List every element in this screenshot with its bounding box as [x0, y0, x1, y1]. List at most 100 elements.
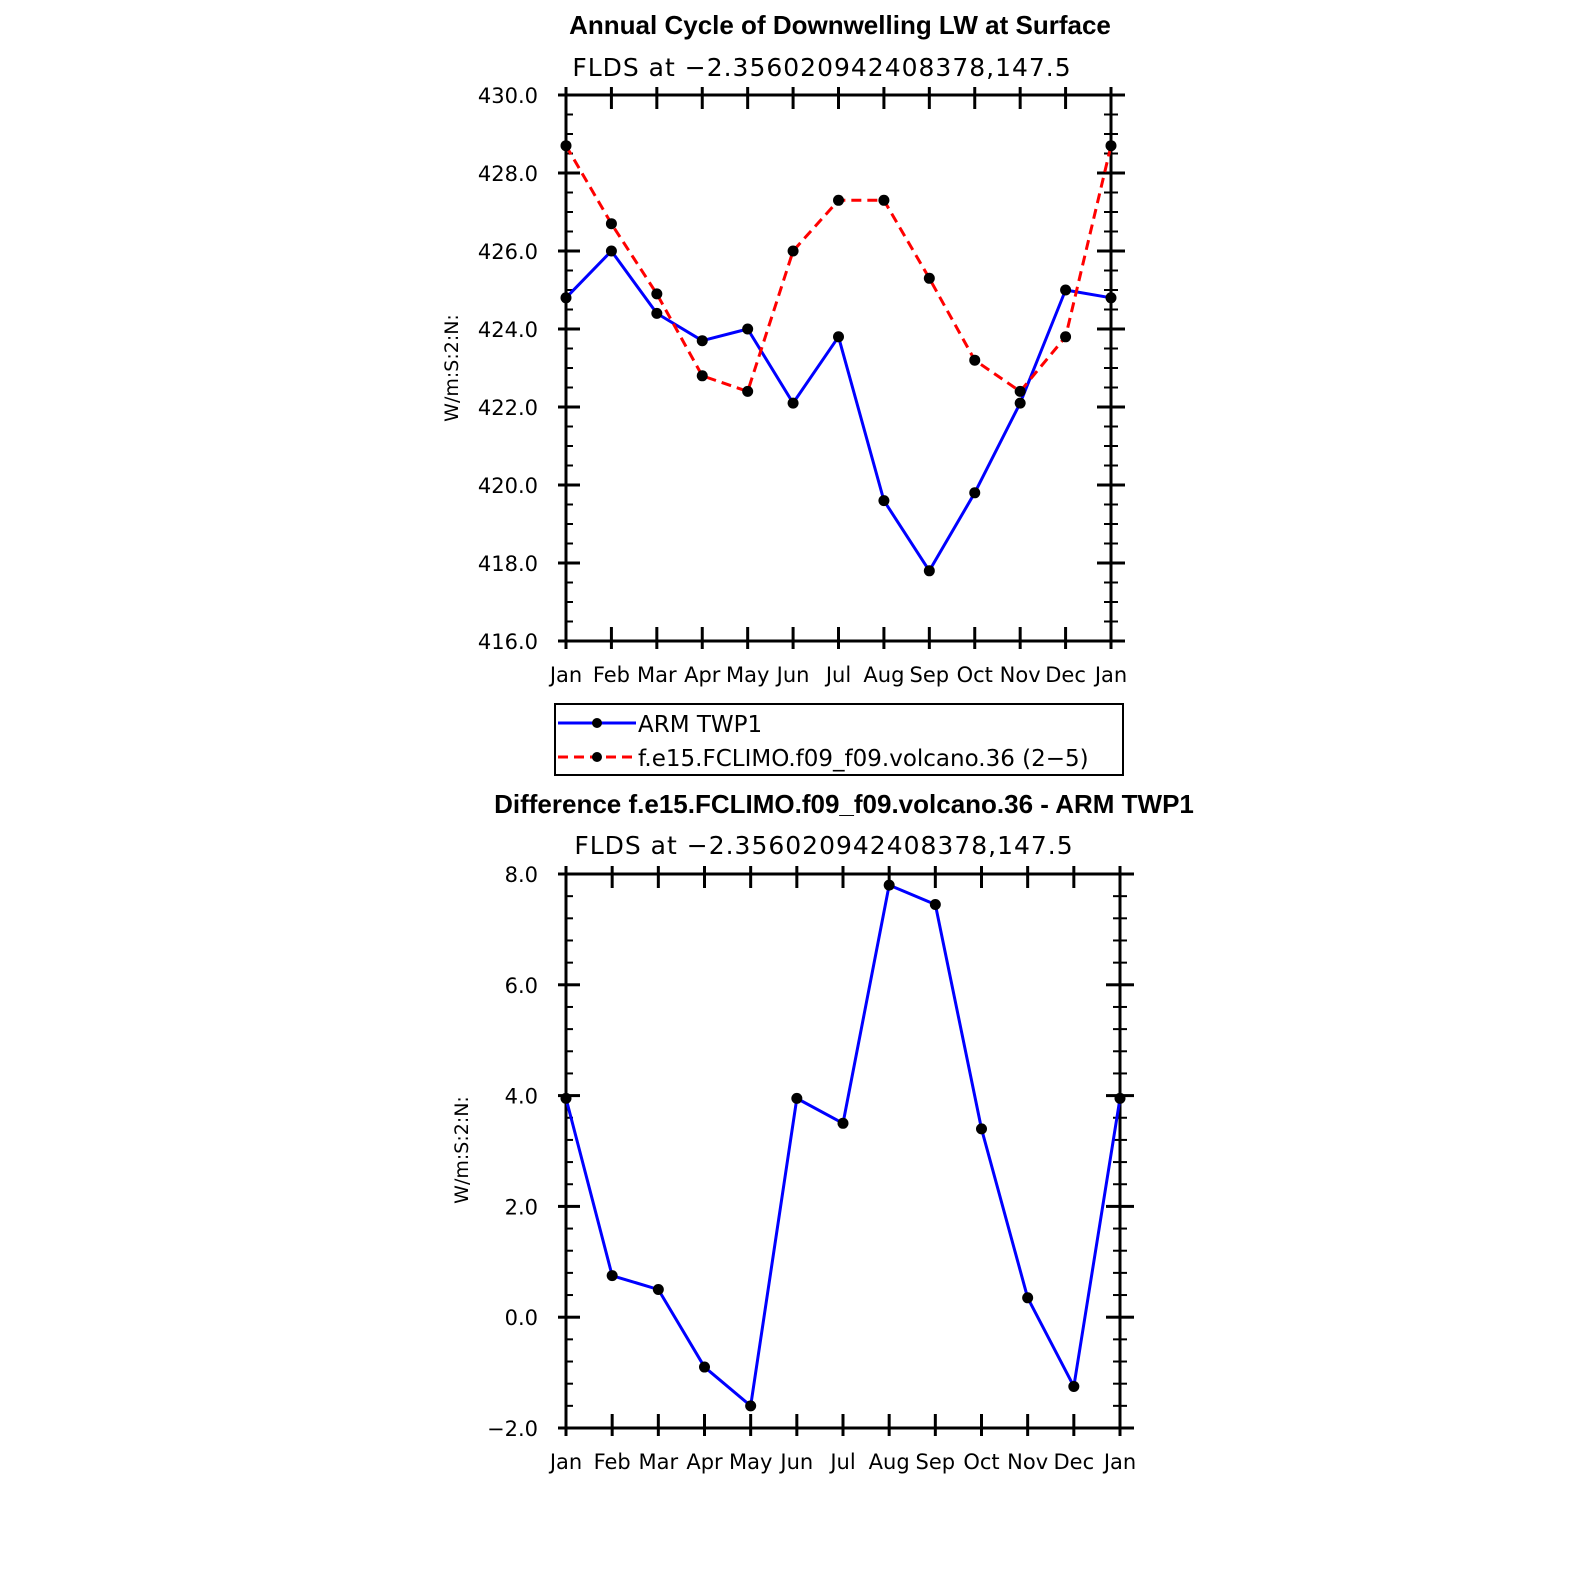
x-tick-label: Jun	[778, 1450, 813, 1474]
x-tick-label: Apr	[684, 663, 721, 687]
data-point-0	[791, 1092, 803, 1104]
chart-subtitle: FLDS at −2.356020942408378,147.5	[572, 53, 1071, 82]
data-point-0	[1060, 284, 1072, 296]
difference-panel: Difference f.e15.FCLIMO.f09_f09.volcano.…	[451, 789, 1194, 1474]
data-point-0	[923, 565, 935, 577]
x-tick-label: Mar	[639, 1450, 679, 1474]
data-point-0	[560, 1092, 572, 1104]
data-point-1	[878, 194, 890, 206]
data-point-0	[606, 1270, 618, 1282]
y-tick-label: 6.0	[505, 974, 538, 998]
data-point-1	[1060, 331, 1072, 343]
data-point-0	[651, 307, 663, 319]
x-tick-label: Jul	[828, 1450, 855, 1474]
data-point-0	[699, 1361, 710, 1373]
data-point-0	[696, 335, 708, 347]
series-line-0	[564, 883, 1122, 1408]
y-tick-label: 420.0	[478, 474, 538, 498]
x-tick-label: Jan	[1093, 663, 1127, 687]
data-point-1	[1014, 385, 1026, 397]
series-line-0	[564, 249, 1112, 573]
x-tick-label: Jan	[548, 1450, 582, 1474]
x-tick-label: Sep	[916, 1450, 956, 1474]
x-tick-label: Dec	[1045, 663, 1086, 687]
x-tick-label: Oct	[963, 1450, 999, 1474]
data-point-0	[878, 495, 890, 507]
data-point-0	[652, 1284, 664, 1295]
legend-marker-arm	[592, 718, 602, 728]
x-tick-label: Aug	[869, 1450, 910, 1474]
x-tick-label: Dec	[1054, 1450, 1095, 1474]
data-point-1	[969, 354, 981, 366]
plot-frame	[564, 93, 1113, 643]
plot-area: Jan Feb Mar Apr May Jun Jul Aug Sep Oct Nov Dec Jan 4…	[478, 84, 1127, 687]
data-point-0	[837, 1117, 849, 1129]
y-tick-label: 424.0	[478, 318, 538, 342]
data-point-1	[1105, 140, 1117, 152]
plot-frame	[564, 872, 1122, 1430]
legend-marker-model	[592, 752, 602, 762]
y-tick-label: 4.0	[505, 1085, 538, 1109]
data-point-0	[742, 323, 754, 335]
x-tick-label: Mar	[637, 663, 677, 687]
data-point-0	[605, 245, 617, 257]
data-point-0	[929, 898, 941, 910]
x-tick-label: Oct	[957, 663, 993, 687]
legend-label-arm: ARM TWP1	[638, 712, 762, 738]
x-tick-label: Feb	[593, 663, 630, 687]
data-point-1	[787, 245, 799, 257]
data-point-0	[976, 1123, 987, 1135]
annual-cycle-panel: Annual Cycle of Downwelling LW at Surfac…	[441, 10, 1127, 776]
x-tick-label: Feb	[594, 1450, 631, 1474]
x-tick-label: Nov	[1000, 663, 1041, 687]
y-tick-label: 8.0	[505, 863, 538, 887]
y-tick-label: 426.0	[478, 240, 538, 264]
x-tick-label: Sep	[910, 663, 950, 687]
data-point-0	[560, 292, 572, 304]
data-point-0	[883, 879, 895, 891]
data-point-1	[605, 218, 617, 230]
data-point-1	[833, 194, 844, 206]
y-tick-label: 422.0	[478, 396, 538, 420]
y-tick-label: 428.0	[478, 162, 538, 186]
data-point-0	[787, 397, 799, 409]
data-point-0	[833, 331, 844, 343]
data-point-1	[651, 288, 663, 300]
legend-label-model: f.e15.FCLIMO.f09_f09.volcano.36 (2−5)	[638, 746, 1089, 772]
y-tick-label: 418.0	[478, 552, 538, 576]
y-tick-label: 2.0	[505, 1195, 538, 1219]
y-axis-label: W/m:S:2:N:	[441, 314, 463, 422]
plot-area: Jan Feb Mar Apr May Jun Jul Aug Sep Oct Nov Dec Jan−…	[487, 863, 1136, 1474]
legend-box	[554, 703, 1124, 776]
data-point-0	[1014, 397, 1026, 409]
chart-title: Annual Cycle of Downwelling LW at Surfac…	[569, 10, 1111, 40]
y-axis-label: W/m:S:2:N:	[451, 1096, 473, 1204]
x-tick-label: Aug	[863, 663, 904, 687]
y-tick-label: 430.0	[478, 84, 538, 108]
series-line-1	[564, 144, 1113, 393]
x-tick-label: Apr	[686, 1450, 723, 1474]
x-tick-label: Jul	[824, 663, 851, 687]
data-point-0	[969, 487, 981, 499]
x-tick-label: May	[726, 663, 769, 687]
x-tick-label: Nov	[1007, 1450, 1048, 1474]
x-tick-label: Jan	[548, 663, 582, 687]
y-tick-label: 0.0	[505, 1306, 538, 1330]
x-tick-label: Jan	[1102, 1450, 1136, 1474]
chart-title: Difference f.e15.FCLIMO.f09_f09.volcano.…	[494, 789, 1194, 819]
legend: ARM TWP1 f.e15.FCLIMO.f09_f09.volcano.36…	[554, 703, 1124, 776]
y-tick-label: 416.0	[478, 630, 538, 654]
data-point-1	[560, 140, 572, 152]
chart-subtitle: FLDS at −2.356020942408378,147.5	[574, 831, 1073, 860]
data-point-1	[696, 370, 708, 382]
data-point-0	[1022, 1292, 1034, 1304]
data-point-0	[1114, 1092, 1126, 1104]
y-tick-label: −2.0	[487, 1417, 538, 1441]
x-tick-label: Jun	[775, 663, 810, 687]
data-point-0	[745, 1400, 757, 1412]
data-point-1	[923, 272, 935, 284]
x-tick-label: May	[729, 1450, 772, 1474]
data-point-1	[742, 385, 754, 397]
data-point-0	[1068, 1380, 1080, 1392]
